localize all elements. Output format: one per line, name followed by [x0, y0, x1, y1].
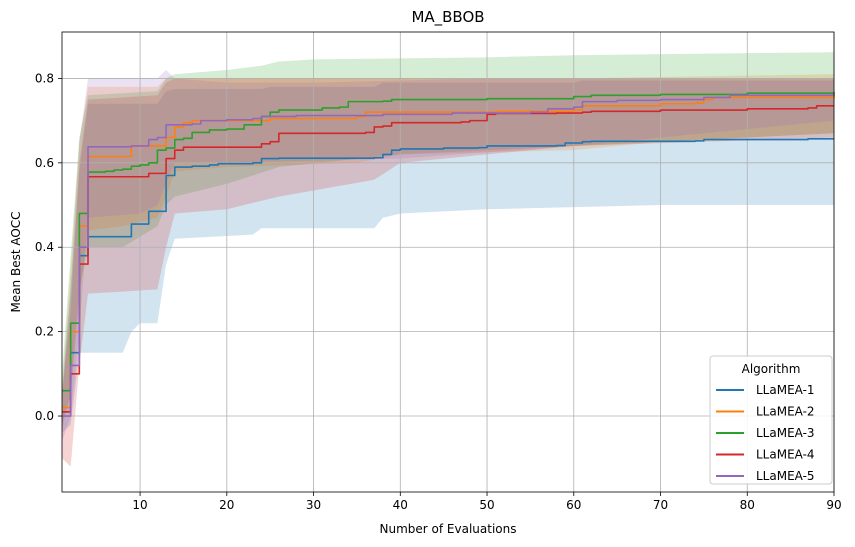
chart-title: MA_BBOB [411, 8, 484, 27]
y-axis-ticks: 0.0 0.2 0.4 0.6 0.8 [35, 71, 62, 423]
y-axis-label: Mean Best AOCC [9, 211, 23, 312]
series-lines [62, 91, 835, 417]
legend-label: LLaMEA-4 [756, 448, 815, 462]
x-axis-ticks: 10 20 30 40 50 60 70 80 90 [132, 492, 842, 512]
legend-label: LLaMEA-5 [756, 469, 815, 483]
legend-item-llamea-5: LLaMEA-5 [716, 469, 815, 483]
x-tick-label: 20 [219, 498, 234, 512]
x-tick-label: 30 [306, 498, 321, 512]
y-tick-label: 0.6 [35, 156, 54, 170]
band-llamea-1 [62, 80, 834, 433]
y-tick-label: 0.0 [35, 409, 54, 423]
legend-label: LLaMEA-3 [756, 426, 815, 440]
line-llamea-2 [62, 95, 835, 409]
x-axis-label: Number of Evaluations [380, 522, 517, 536]
band-llamea-4 [62, 78, 834, 467]
legend-label: LLaMEA-1 [756, 383, 815, 397]
legend-items: LLaMEA-1 LLaMEA-2 LLaMEA-3 LLaMEA-4 LLaMEA-5 [716, 383, 815, 483]
legend-title: Algorithm [742, 362, 801, 376]
plot-frame [61, 31, 835, 493]
line-llamea-4 [62, 105, 835, 413]
legend-item-llamea-1: LLaMEA-1 [716, 383, 815, 397]
band-llamea-5 [62, 69, 834, 442]
x-tick-label: 80 [740, 498, 755, 512]
legend-item-llamea-2: LLaMEA-2 [716, 405, 815, 419]
band-llamea-3 [62, 52, 834, 425]
x-tick-label: 90 [826, 498, 841, 512]
line-llamea-3 [62, 91, 835, 392]
y-tick-label: 0.2 [35, 325, 54, 339]
legend: Algorithm LLaMEA-1LLaMEA-2LLaMEA-3LLaMEA… [709, 355, 833, 485]
y-tick-label: 0.8 [35, 71, 54, 85]
legend-item-llamea-3: LLaMEA-3 [716, 426, 815, 440]
y-tick-label: 0.4 [35, 240, 54, 254]
x-tick-label: 10 [132, 498, 147, 512]
x-tick-label: 70 [653, 498, 668, 512]
x-tick-label: 40 [393, 498, 408, 512]
legend-box [709, 355, 833, 485]
line-llamea-5 [62, 93, 835, 417]
x-tick-label: 50 [479, 498, 494, 512]
legend-label: LLaMEA-2 [756, 405, 815, 419]
legend-item-llamea-4: LLaMEA-4 [716, 448, 815, 462]
line-llamea-1 [62, 137, 835, 413]
x-tick-label: 60 [566, 498, 581, 512]
